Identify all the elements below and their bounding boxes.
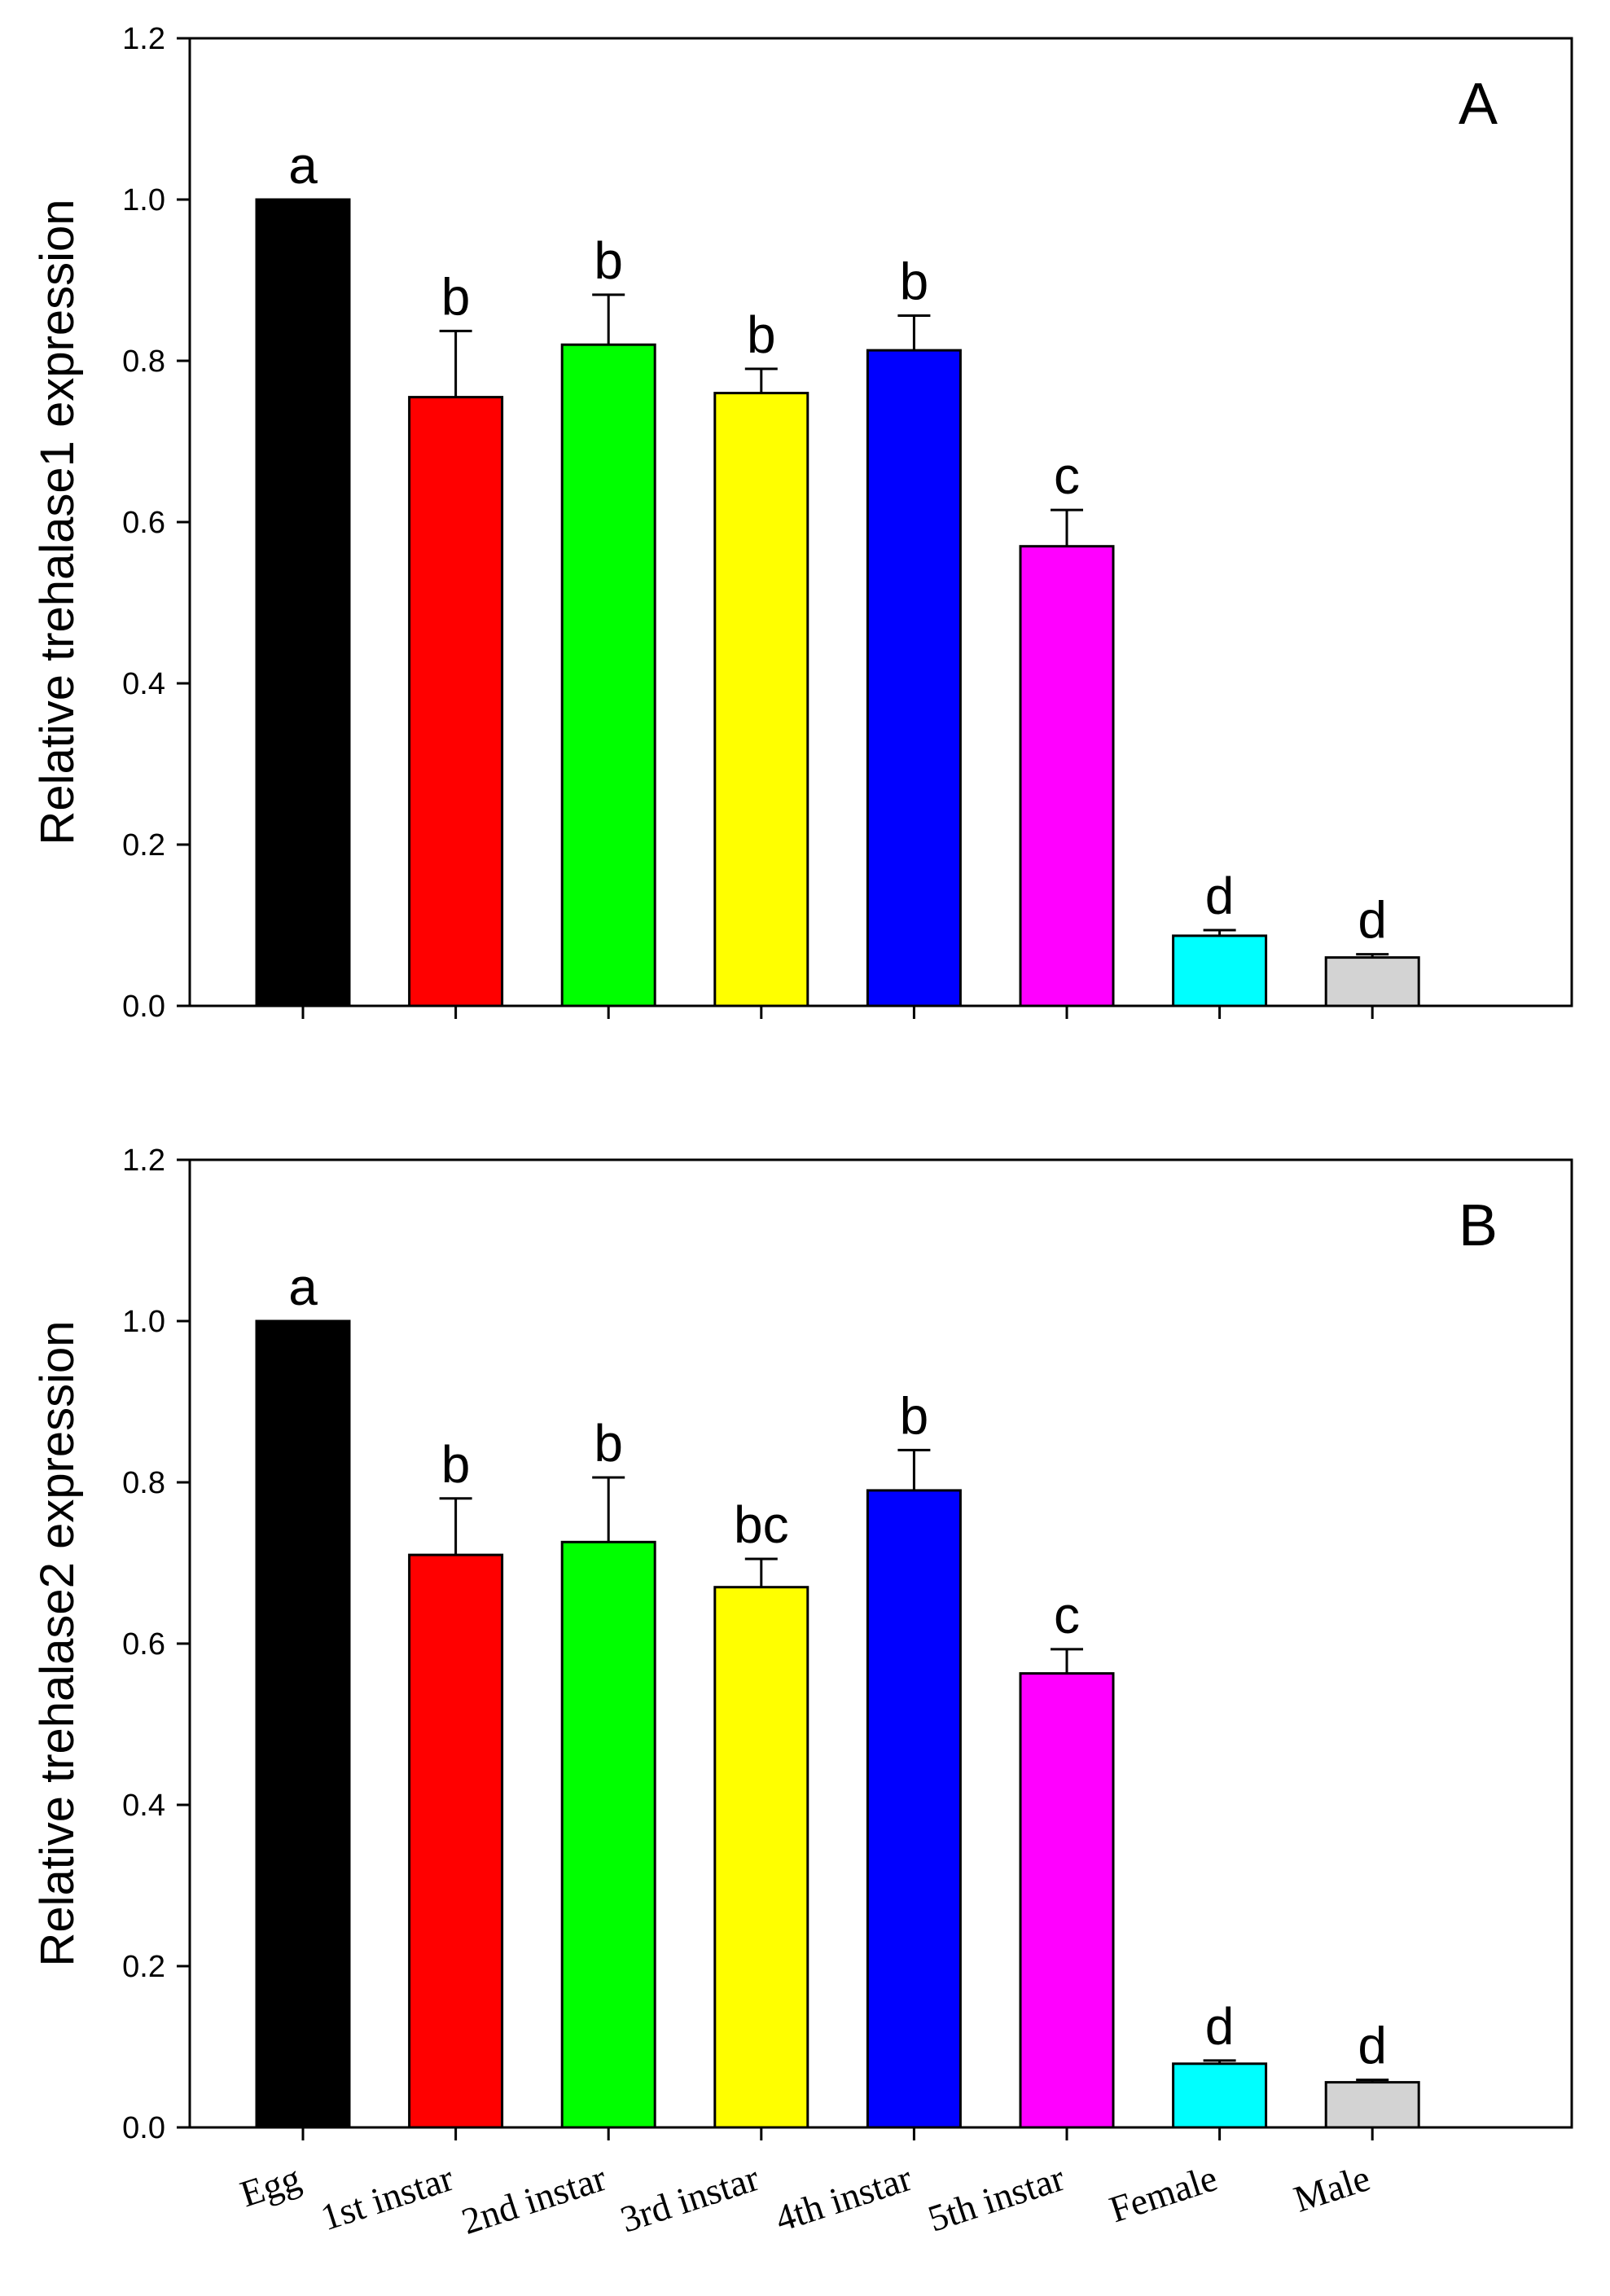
bar-2nd-instar (560, 1540, 656, 2129)
y-tick-label: 0.2 (122, 828, 165, 863)
y-tick-label: 0.2 (122, 1950, 165, 1984)
significance-label: bc (734, 1495, 789, 1554)
bar-egg (255, 198, 351, 1008)
bar-female (1172, 934, 1268, 1008)
y-axis-title: Relative trehalase2 expression (31, 1320, 84, 1966)
bar-egg (255, 1319, 351, 2129)
panel-label: B (1459, 1193, 1498, 1258)
significance-label: c (1054, 1586, 1080, 1644)
significance-label: b (594, 231, 623, 290)
bar-5th-instar (1019, 1672, 1115, 2129)
y-tick-label: 0.6 (122, 1627, 165, 1662)
y-tick-label: 0.8 (122, 345, 165, 379)
bar-1st-instar (408, 396, 504, 1008)
significance-label: b (441, 1435, 471, 1494)
bar-male (1324, 2081, 1420, 2129)
significance-label: d (1205, 867, 1235, 925)
bar-3rd-instar (713, 392, 809, 1008)
bar-male (1324, 956, 1420, 1008)
bar-4th-instar (866, 349, 962, 1008)
y-tick-label: 1.2 (122, 1144, 165, 1178)
significance-label: b (747, 305, 776, 364)
y-tick-label: 1.0 (122, 183, 165, 217)
bar-2nd-instar (560, 343, 656, 1008)
bar-1st-instar (408, 1553, 504, 2129)
y-tick-label: 1.0 (122, 1305, 165, 1339)
y-tick-label: 0.0 (122, 990, 165, 1024)
y-tick-label: 0.4 (122, 667, 165, 701)
significance-label: b (900, 252, 929, 311)
y-tick-label: 0.4 (122, 1789, 165, 1823)
bar-5th-instar (1019, 545, 1115, 1008)
significance-label: d (1358, 891, 1387, 950)
panel-a: a b b b b c d d 0.0 0.2 0.4 0.6 0.8 1.0 1.2 Relative tr… (31, 22, 1573, 1024)
y-tick-label: 0.0 (122, 2111, 165, 2145)
significance-label: d (1205, 1997, 1235, 2056)
significance-label: b (441, 267, 471, 326)
y-tick-label: 0.6 (122, 506, 165, 540)
significance-label: b (900, 1386, 929, 1445)
panel-label: A (1459, 72, 1498, 137)
bar-3rd-instar (713, 1586, 809, 2129)
y-axis-title: Relative trehalase1 expression (31, 199, 84, 845)
y-tick-label: 0.8 (122, 1466, 165, 1500)
bar-4th-instar (866, 1489, 962, 2129)
significance-label: d (1358, 2017, 1387, 2075)
y-tick-label: 1.2 (122, 22, 165, 56)
significance-label: a (288, 136, 318, 195)
significance-label: b (594, 1414, 623, 1473)
significance-label: c (1054, 446, 1080, 505)
bar-female (1172, 2062, 1268, 2129)
significance-label: a (288, 1258, 318, 1316)
